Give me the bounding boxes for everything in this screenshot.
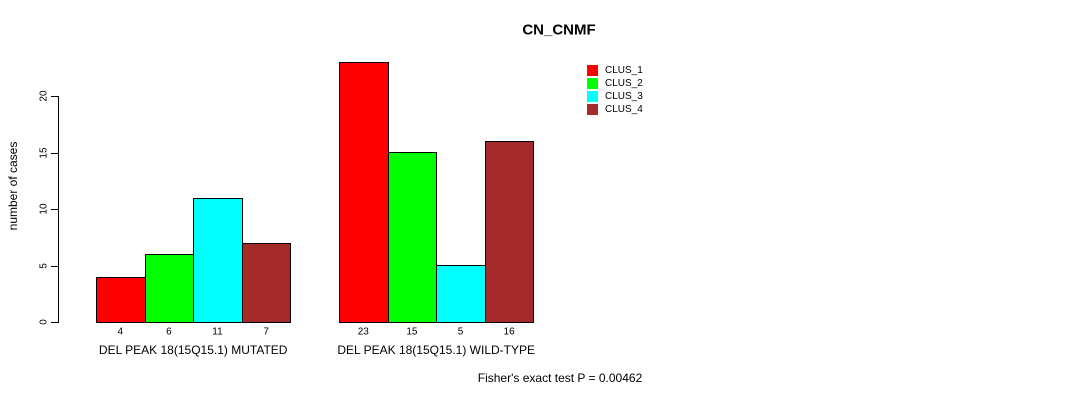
bar-clus_3-group2 <box>436 265 486 323</box>
y-tick-mark <box>51 209 58 210</box>
y-tick-mark <box>51 152 58 154</box>
y-tick-mark <box>51 96 58 97</box>
legend-item-clus_1: CLUS_1 <box>587 64 677 77</box>
legend-swatch-clus_3 <box>587 91 598 103</box>
legend-item-clus_3: CLUS_3 <box>587 91 677 103</box>
legend-swatch-clus_4 <box>587 104 598 116</box>
legend-item-clus_2: CLUS_2 <box>587 77 677 90</box>
legend-label: CLUS_3 <box>605 91 643 103</box>
y-tick-mark <box>51 322 58 323</box>
legend-swatch-clus_1 <box>587 64 598 76</box>
bar-clus_1-group1 <box>96 277 146 323</box>
bar-clus_1-group2 <box>339 62 389 323</box>
y-axis-line <box>58 96 59 323</box>
legend-label: CLUS_2 <box>605 77 643 89</box>
y-tick-mark <box>51 265 58 267</box>
legend-item-clus_4: CLUS_4 <box>587 104 677 116</box>
legend-swatch-clus_2 <box>587 77 598 89</box>
bar-clus_4-group1 <box>241 243 292 323</box>
bar-clus_2-group1 <box>144 254 195 323</box>
legend-label: CLUS_4 <box>605 104 643 116</box>
bar-clus_3-group1 <box>193 198 243 323</box>
legend-label: CLUS_1 <box>605 64 643 76</box>
bar-clus_2-group2 <box>387 152 438 323</box>
bar-clus_4-group2 <box>484 141 535 323</box>
